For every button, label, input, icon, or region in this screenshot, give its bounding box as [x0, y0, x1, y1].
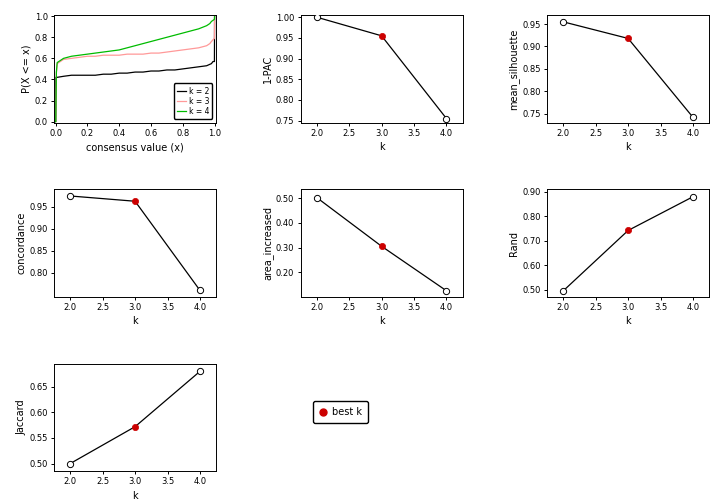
- Y-axis label: mean_silhouette: mean_silhouette: [508, 28, 520, 109]
- X-axis label: k: k: [379, 317, 384, 327]
- X-axis label: k: k: [132, 491, 138, 500]
- Y-axis label: P(X <= x): P(X <= x): [22, 45, 32, 93]
- Y-axis label: concordance: concordance: [17, 212, 27, 274]
- Y-axis label: Rand: Rand: [510, 231, 520, 256]
- Y-axis label: 1-PAC: 1-PAC: [263, 55, 273, 83]
- Legend: k = 2, k = 3, k = 4: k = 2, k = 3, k = 4: [174, 84, 212, 119]
- X-axis label: k: k: [379, 142, 384, 152]
- X-axis label: k: k: [625, 142, 631, 152]
- Y-axis label: area_increased: area_increased: [262, 206, 273, 280]
- X-axis label: consensus value (x): consensus value (x): [86, 142, 184, 152]
- Y-axis label: Jaccard: Jaccard: [17, 400, 27, 435]
- X-axis label: k: k: [625, 317, 631, 327]
- X-axis label: k: k: [132, 317, 138, 327]
- Legend: best k: best k: [313, 401, 368, 423]
